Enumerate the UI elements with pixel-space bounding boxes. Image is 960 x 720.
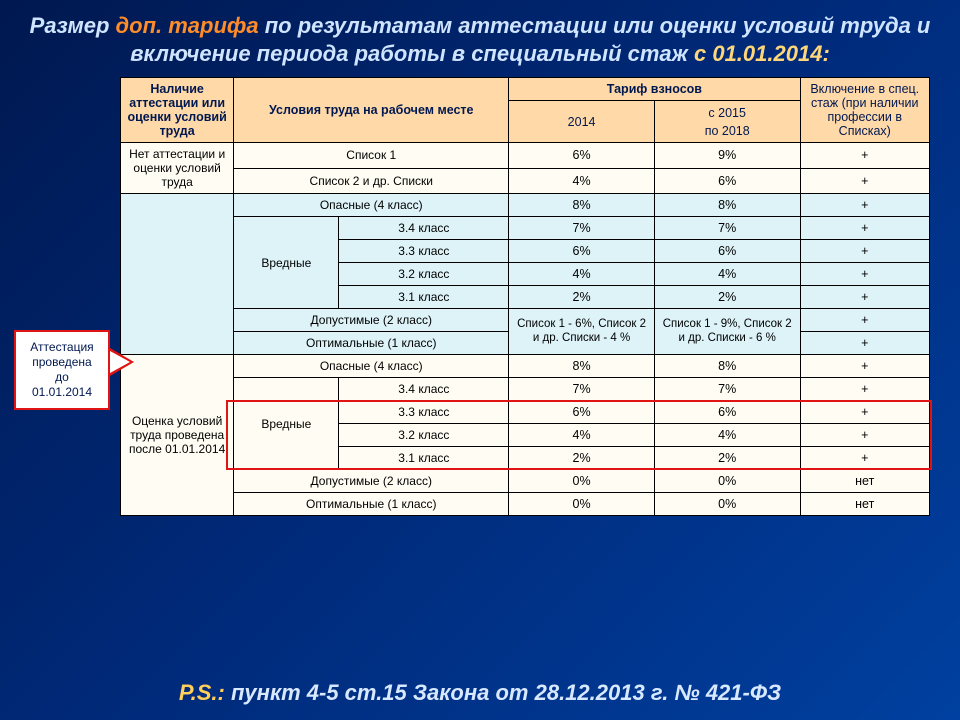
cell: 7% [509, 378, 655, 401]
cell: 2% [509, 286, 655, 309]
cell: Вредные [234, 217, 339, 309]
cell: 2% [654, 447, 800, 470]
cell: + [800, 309, 930, 332]
cell: 3.2 класс [339, 424, 509, 447]
cell: + [800, 286, 930, 309]
sec-c-label: Оценка условий труда проведена после 01.… [121, 355, 234, 516]
cell: 0% [654, 493, 800, 516]
callout-box: Аттестация проведена до 01.01.2014 [14, 330, 110, 410]
cell: 4% [509, 424, 655, 447]
cell: 3.4 класс [339, 378, 509, 401]
cell: + [800, 355, 930, 378]
cell: нет [800, 470, 930, 493]
cell: 3.3 класс [339, 401, 509, 424]
cell: + [800, 217, 930, 240]
tariff-table: Наличие аттестации или оценки условий тр… [120, 77, 930, 516]
footer-body: пункт 4-5 ст.15 Закона от 28.12.2013 г. … [225, 680, 781, 705]
cell: 3.1 класс [339, 286, 509, 309]
th-2014: 2014 [509, 101, 655, 143]
cell: 6% [654, 401, 800, 424]
th-col2: Условия труда на рабочем месте [234, 78, 509, 143]
cell: Вредные [234, 378, 339, 470]
cell: Допустимые (2 класс) [234, 309, 509, 332]
cell: 6% [509, 143, 655, 169]
cell: 2% [509, 447, 655, 470]
cell: + [800, 401, 930, 424]
th-tariff: Тариф взносов [509, 78, 800, 101]
footer-ps: P.S.: [179, 680, 225, 705]
cell: + [800, 447, 930, 470]
cell: нет [800, 493, 930, 516]
cell: 4% [654, 263, 800, 286]
cell: 8% [654, 355, 800, 378]
cell: Опасные (4 класс) [234, 355, 509, 378]
cell: 8% [654, 194, 800, 217]
cell: 4% [509, 263, 655, 286]
cell: 7% [654, 217, 800, 240]
cell: + [800, 143, 930, 169]
cell: 7% [654, 378, 800, 401]
cell: Оптимальные (1 класс) [234, 493, 509, 516]
cell: 6% [654, 240, 800, 263]
cell: 4% [509, 168, 655, 194]
cell: 0% [509, 470, 655, 493]
cell: 8% [509, 355, 655, 378]
cell: 4% [654, 424, 800, 447]
cell: Список 1 - 9%, Список 2 и др. Списки - 6… [654, 309, 800, 355]
sec-b-label [121, 194, 234, 355]
cell: 9% [654, 143, 800, 169]
slide-title: Размер доп. тарифа по результатам аттест… [0, 0, 960, 71]
cell: + [800, 168, 930, 194]
title-highlight2: с 01.01.2014: [694, 41, 830, 66]
cell: 0% [654, 470, 800, 493]
sec-a-label: Нет аттестации и оценки условий труда [121, 143, 234, 194]
cell: Оптимальные (1 класс) [234, 332, 509, 355]
cell: + [800, 378, 930, 401]
title-highlight1: доп. тарифа [116, 13, 259, 38]
cell: 3.2 класс [339, 263, 509, 286]
cell: + [800, 424, 930, 447]
cell: 3.4 класс [339, 217, 509, 240]
cell: Опасные (4 класс) [234, 194, 509, 217]
tariff-table-wrap: Наличие аттестации или оценки условий тр… [120, 77, 930, 516]
cell: 3.1 класс [339, 447, 509, 470]
cell: 3.3 класс [339, 240, 509, 263]
cell: Допустимые (2 класс) [234, 470, 509, 493]
cell: 2% [654, 286, 800, 309]
cell: 6% [509, 401, 655, 424]
title-pre: Размер [30, 13, 116, 38]
cell: Список 2 и др. Списки [234, 168, 509, 194]
cell: 7% [509, 217, 655, 240]
cell: 6% [654, 168, 800, 194]
cell: + [800, 194, 930, 217]
cell: + [800, 263, 930, 286]
cell: 0% [509, 493, 655, 516]
cell: 8% [509, 194, 655, 217]
footer-text: P.S.: пункт 4-5 ст.15 Закона от 28.12.20… [0, 680, 960, 706]
th-2015: с 2015 по 2018 [654, 101, 800, 143]
cell: 6% [509, 240, 655, 263]
cell: + [800, 332, 930, 355]
cell: Список 1 - 6%, Список 2 и др. Списки - 4… [509, 309, 655, 355]
th-2015b: по 2018 [661, 124, 794, 138]
th-col5: Включение в спец. стаж (при наличии проф… [800, 78, 930, 143]
th-2015a: с 2015 [661, 106, 794, 120]
callout-arrow-inner-icon [110, 351, 130, 373]
cell: + [800, 240, 930, 263]
th-col1: Наличие аттестации или оценки условий тр… [121, 78, 234, 143]
cell: Список 1 [234, 143, 509, 169]
